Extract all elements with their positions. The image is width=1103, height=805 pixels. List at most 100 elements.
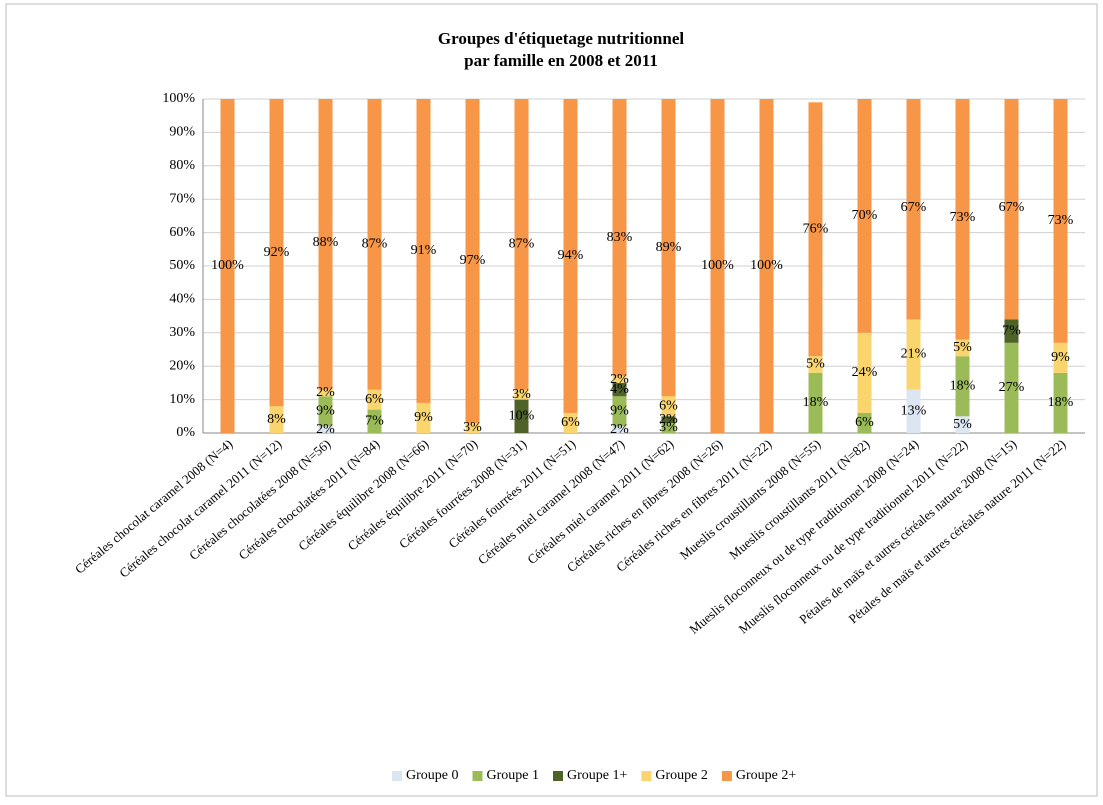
y-tick-label: 90% bbox=[169, 125, 195, 140]
data-label: 9% bbox=[414, 410, 433, 425]
bar-segment bbox=[1053, 342, 1068, 373]
y-tick-label: 70% bbox=[169, 191, 195, 206]
data-label: 3% bbox=[512, 387, 531, 402]
data-label: 73% bbox=[1048, 213, 1074, 228]
bar-segment bbox=[661, 396, 676, 417]
bar-segment bbox=[808, 102, 823, 357]
bar-segment bbox=[612, 376, 627, 383]
legend-swatch bbox=[721, 771, 732, 781]
bar-segment bbox=[661, 422, 676, 433]
data-label: 18% bbox=[803, 395, 829, 410]
data-label: 9% bbox=[1051, 350, 1070, 365]
bar-segment bbox=[1004, 99, 1019, 320]
bar-segment bbox=[318, 396, 333, 427]
bar-segment bbox=[220, 99, 235, 433]
bar-segment bbox=[955, 356, 970, 417]
legend-swatch bbox=[641, 771, 652, 781]
bar-segment bbox=[759, 99, 774, 433]
legend-swatch bbox=[472, 771, 483, 781]
y-tick-label: 0% bbox=[176, 425, 195, 440]
data-label: 94% bbox=[558, 248, 584, 263]
bar-segment bbox=[661, 416, 676, 423]
legend-label: Groupe 0 bbox=[406, 768, 459, 783]
data-label: 3% bbox=[463, 420, 482, 435]
y-tick-label: 40% bbox=[169, 292, 195, 307]
bar-segment bbox=[906, 99, 921, 320]
data-label: 76% bbox=[803, 221, 829, 236]
data-label: 13% bbox=[901, 404, 927, 419]
data-label: 2% bbox=[316, 422, 335, 437]
data-label: 6% bbox=[561, 415, 580, 430]
y-tick-label: 10% bbox=[169, 392, 195, 407]
legend-swatch bbox=[553, 771, 563, 781]
y-tick-label: 100% bbox=[162, 91, 195, 106]
data-label: 70% bbox=[852, 208, 878, 223]
bar-segment bbox=[1053, 99, 1068, 343]
bar-segment bbox=[318, 426, 333, 433]
data-label: 6% bbox=[659, 398, 678, 413]
data-label: 97% bbox=[460, 253, 486, 268]
data-label: 92% bbox=[264, 245, 290, 260]
bar-segment bbox=[857, 412, 872, 433]
data-label: 7% bbox=[1002, 323, 1021, 338]
data-label: 100% bbox=[701, 258, 734, 273]
bar-segment bbox=[955, 416, 970, 433]
bar-segment bbox=[416, 402, 431, 433]
bar-segment bbox=[514, 389, 529, 400]
data-label: 2% bbox=[659, 412, 678, 427]
bar-segment bbox=[808, 372, 823, 433]
bar-segment bbox=[808, 356, 823, 373]
data-label: 9% bbox=[610, 404, 629, 419]
bar-segment bbox=[318, 389, 333, 397]
data-label: 18% bbox=[950, 378, 976, 393]
data-label: 83% bbox=[607, 230, 633, 245]
data-label: 91% bbox=[411, 243, 437, 258]
legend-label: Groupe 2 bbox=[655, 768, 708, 783]
y-tick-label: 80% bbox=[169, 158, 195, 173]
data-label: 21% bbox=[901, 347, 927, 362]
data-label: 87% bbox=[509, 237, 535, 252]
data-label: 6% bbox=[855, 415, 874, 430]
data-label: 89% bbox=[656, 240, 682, 255]
data-label: 24% bbox=[852, 365, 878, 380]
y-tick-label: 30% bbox=[169, 325, 195, 340]
bar-segment bbox=[367, 409, 382, 433]
bar-segment bbox=[955, 339, 970, 357]
legend-label: Groupe 1+ bbox=[567, 768, 627, 783]
bar-segment bbox=[1053, 372, 1068, 433]
chart-title: Groupes d'étiquetage nutritionnel bbox=[438, 29, 684, 48]
data-label: 5% bbox=[953, 340, 972, 355]
bar-segment bbox=[465, 422, 480, 433]
data-label: 3% bbox=[659, 420, 678, 435]
bar-segment bbox=[269, 99, 284, 407]
bar-segment bbox=[563, 99, 578, 413]
data-label: 88% bbox=[313, 235, 339, 250]
bar-segment bbox=[514, 99, 529, 390]
data-label: 67% bbox=[901, 200, 927, 215]
legend-label: Groupe 1 bbox=[487, 768, 540, 783]
data-label: 100% bbox=[750, 258, 783, 273]
data-label: 5% bbox=[806, 357, 825, 372]
bar-segment bbox=[318, 99, 333, 390]
bar-segment bbox=[367, 389, 382, 410]
data-label: 67% bbox=[999, 200, 1025, 215]
bar-segment bbox=[563, 412, 578, 433]
bar-segment bbox=[612, 396, 627, 427]
data-label: 27% bbox=[999, 380, 1025, 395]
legend-label: Groupe 2+ bbox=[736, 768, 796, 783]
bar-segment bbox=[1004, 319, 1019, 343]
data-label: 9% bbox=[316, 404, 335, 419]
chart-title: par famille en 2008 et 2011 bbox=[464, 51, 658, 70]
bar-segment bbox=[906, 319, 921, 390]
bar-segment bbox=[612, 426, 627, 433]
data-label: 6% bbox=[365, 392, 384, 407]
data-label: 8% bbox=[267, 412, 286, 427]
data-label: 100% bbox=[211, 258, 244, 273]
y-tick-label: 20% bbox=[169, 358, 195, 373]
data-label: 2% bbox=[610, 422, 629, 437]
bar-segment bbox=[367, 99, 382, 390]
data-label: 2% bbox=[316, 385, 335, 400]
bar-segment bbox=[857, 99, 872, 333]
legend-swatch bbox=[392, 771, 402, 781]
